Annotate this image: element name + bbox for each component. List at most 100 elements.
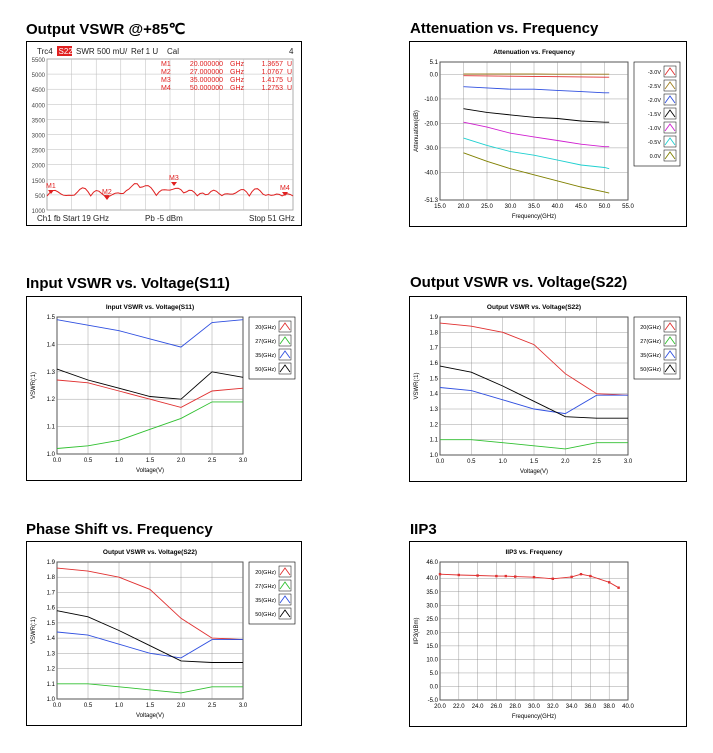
x-tick-label: 30.0 <box>528 704 540 710</box>
vna-footer-stop: Stop 51 GHz <box>249 214 295 223</box>
vna-marker-flags: M1 M2 M3 M4 <box>46 175 290 200</box>
phase-shift-panel-title: Phase Shift vs. Frequency <box>26 521 213 538</box>
legend-label: 27(GHz) <box>255 584 276 590</box>
legend-label: 20(GHz) <box>255 325 276 331</box>
vna-marker-value: 1.2753 <box>262 85 284 92</box>
legend-swatch-line <box>664 151 676 160</box>
x-tick-label: 30.0 <box>505 204 517 210</box>
data-point <box>504 574 507 578</box>
series-line <box>57 683 243 694</box>
legend-label: 50(GHz) <box>255 367 276 373</box>
vna-marker-unit: GHz <box>230 61 245 68</box>
data-point <box>589 574 592 578</box>
vna-marker-triangle <box>282 192 288 196</box>
x-tick-label: 3.0 <box>239 703 248 709</box>
y-tick-label: 1.4 <box>430 392 439 398</box>
vna-y-tick-label: 2500 <box>32 149 46 155</box>
y-tick-label: 1.3 <box>430 407 439 413</box>
y-tick-label: -5.0 <box>428 698 439 704</box>
legend-swatch-line <box>279 609 291 618</box>
x-tick-label: 45.0 <box>575 204 587 210</box>
legend-swatch-line <box>279 595 291 604</box>
vna-panel-title: Output VSWR @+85℃ <box>26 21 186 38</box>
x-tick-label: 25.0 <box>481 204 493 210</box>
series-line <box>56 610 243 663</box>
legend-label: 35(GHz) <box>255 353 276 359</box>
y-tick-label: 15.0 <box>426 644 438 650</box>
y-tick-label: 5.0 <box>430 671 439 677</box>
vna-marker-flag-label: M2 <box>102 189 112 196</box>
vna-trace-label: Trc4 <box>37 47 53 56</box>
y-tick-label: 10.0 <box>426 657 438 663</box>
vna-marker-freq: 20.000000 <box>190 61 223 68</box>
x-tick-label: 2.0 <box>561 459 570 465</box>
phase-shift-chart: Output VSWR vs. Voltage(S22) 0.0 0.5 1.0 1.5… <box>31 549 296 719</box>
y-tick-label: -51.3 <box>424 198 438 204</box>
data-point <box>438 572 442 576</box>
y-tick-label: 1.6 <box>47 606 56 612</box>
attenuation-chart-frame: Attenuation vs. Frequency 15.0 20.0 25.0 30.… <box>409 41 687 227</box>
x-tick-label: 1.0 <box>498 459 507 465</box>
y-tick-label: 1.3 <box>47 370 56 376</box>
vna-svg: Trc4 S22 SWR 500 mU/ Ref 1 U Cal 4 55005… <box>32 46 295 223</box>
legend-label: 35(GHz) <box>640 353 661 359</box>
vna-marker-value: 1.3657 <box>262 61 284 68</box>
y-tick-label: 40.0 <box>426 576 438 582</box>
y-tick-label: -40.0 <box>424 170 438 176</box>
x-tick-label: 20.0 <box>458 204 470 210</box>
vna-marker-vunit: U <box>287 85 292 92</box>
x-axis-label: Frequency(GHz) <box>512 714 556 720</box>
y-tick-label: 1.0 <box>47 452 56 458</box>
series-line <box>56 368 244 400</box>
legend-swatch-line <box>279 322 291 331</box>
legend-swatch-box <box>663 121 677 134</box>
data-point <box>457 573 460 577</box>
y-tick-label: 0.0 <box>430 72 439 78</box>
x-tick-label: 2.0 <box>177 703 186 709</box>
data-point <box>514 575 517 578</box>
legend-swatch-box <box>663 107 677 120</box>
x-tick-label: 0.0 <box>436 459 445 465</box>
legend-swatch-box <box>278 348 292 361</box>
vna-marker-flag-label: M1 <box>46 183 56 190</box>
series-line <box>439 387 628 415</box>
x-tick-label: 26.0 <box>491 704 503 710</box>
legend-label: -2.0V <box>648 98 661 104</box>
vna-y-tick-label: 1000 <box>32 209 46 215</box>
legend-swatch-line <box>279 350 291 359</box>
y-tick-label: 1.0 <box>430 453 439 459</box>
legend-swatch-box <box>663 65 677 78</box>
vna-trace-line <box>46 183 294 197</box>
chart-title: IIP3 vs. Frequency <box>505 549 562 556</box>
vna-marker-flag-label: M3 <box>169 175 179 182</box>
y-tick-label: 1.5 <box>47 621 56 627</box>
y-tick-label: 35.0 <box>426 590 438 596</box>
x-tick-label: 36.0 <box>585 704 597 710</box>
y-tick-label: 1.8 <box>430 330 439 336</box>
vna-marker-flag-label: M4 <box>280 185 290 192</box>
vna-scale-label: 500 mU/ <box>97 47 128 56</box>
vna-marker-vunit: U <box>287 61 292 68</box>
iip3-panel-title: IIP3 <box>410 521 437 538</box>
vna-footer-start: Ch1 fb Start 19 GHz <box>37 214 109 223</box>
legend-swatch-line <box>279 567 291 576</box>
data-point <box>579 572 583 576</box>
x-tick-label: 3.0 <box>624 459 633 465</box>
series-line <box>463 75 610 78</box>
vna-marker-id: M3 <box>161 77 171 84</box>
y-tick-label: 1.8 <box>47 575 56 581</box>
attenuation-chart: Attenuation vs. Frequency 15.0 20.0 25.0 30.… <box>414 49 681 220</box>
vna-marker-unit: GHz <box>230 77 245 84</box>
legend-swatch-line <box>664 350 676 359</box>
vna-param-badge <box>57 46 72 56</box>
attenuation-panel-title: Attenuation vs. Frequency <box>410 20 599 37</box>
x-tick-label: 0.5 <box>467 459 476 465</box>
vna-ref-label: Ref 1 U <box>131 47 158 56</box>
legend-label: -0.5V <box>648 140 661 146</box>
legend-swatch-line <box>664 95 676 104</box>
vna-screen: Trc4 S22 SWR 500 mU/ Ref 1 U Cal 4 5500 5… <box>26 41 302 226</box>
input-vswr-panel-title: Input VSWR vs. Voltage(S11) <box>26 275 230 292</box>
legend-swatch-line <box>664 137 676 146</box>
vna-param-label: S22 <box>59 47 74 56</box>
series-line <box>439 365 628 419</box>
